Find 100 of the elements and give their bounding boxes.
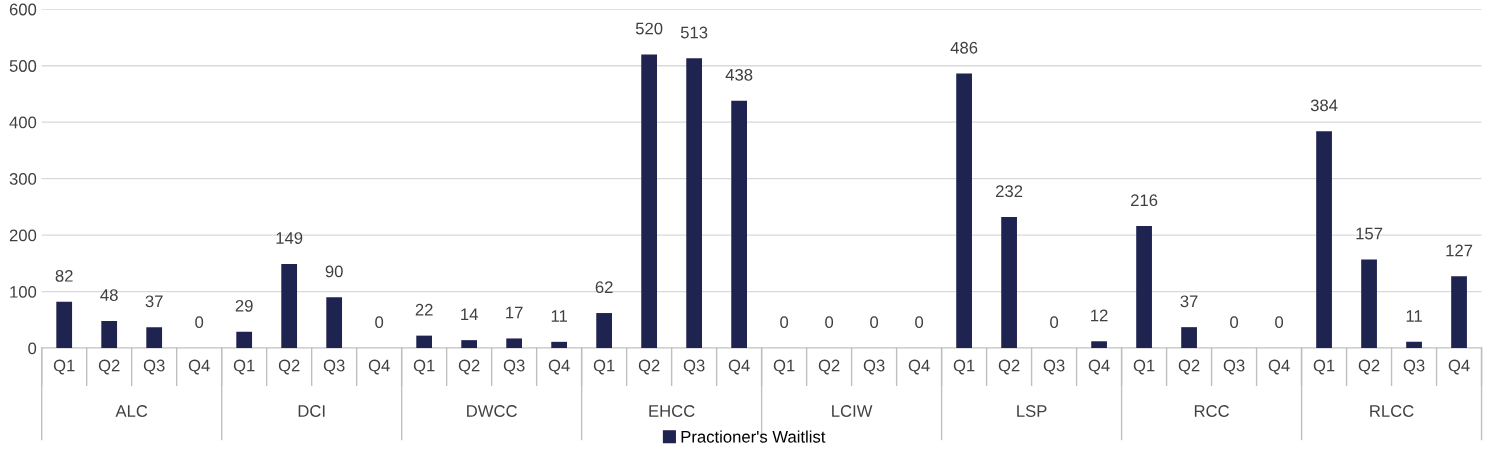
data-label: 0 bbox=[915, 316, 924, 329]
data-label: 0 bbox=[870, 316, 879, 329]
x-tick-label: Q2 bbox=[1178, 359, 1200, 375]
x-tick-label: Q1 bbox=[773, 359, 795, 375]
bar bbox=[956, 73, 972, 349]
data-label: 37 bbox=[145, 295, 163, 308]
text: EHCC bbox=[649, 405, 695, 417]
x-tick-label: Q1 bbox=[1133, 359, 1155, 375]
legend-label: Practioner's Waitlist bbox=[681, 430, 826, 443]
text: RLCC bbox=[1370, 405, 1414, 417]
x-tick-label: Q3 bbox=[1403, 359, 1425, 375]
data-label: 12 bbox=[1091, 309, 1108, 322]
y-tick-label: 400 bbox=[9, 116, 37, 129]
text: ALC bbox=[115, 405, 148, 417]
bar bbox=[326, 297, 343, 349]
x-tick-label: Q4 bbox=[1088, 359, 1110, 375]
data-label: 0 bbox=[375, 316, 384, 329]
bar bbox=[146, 327, 163, 349]
data-label: 90 bbox=[325, 265, 343, 278]
text: DWCC bbox=[467, 405, 517, 417]
y-tick-label: 600 bbox=[9, 3, 37, 16]
x-tick-label: Q4 bbox=[548, 359, 570, 375]
data-label: 232 bbox=[996, 185, 1023, 198]
data-label: 0 bbox=[825, 316, 834, 329]
x-tick-label: Q3 bbox=[1043, 359, 1065, 375]
bar bbox=[1361, 259, 1377, 349]
bar bbox=[101, 320, 118, 349]
data-label: 17 bbox=[506, 306, 523, 319]
x-tick-label: Q2 bbox=[638, 359, 660, 375]
data-label: 520 bbox=[635, 22, 663, 35]
x-tick-label: Q4 bbox=[1268, 359, 1290, 375]
x-tick-label: Q2 bbox=[818, 359, 840, 375]
y-tick-label: 500 bbox=[9, 60, 37, 72]
data-label: 384 bbox=[1310, 99, 1338, 112]
bar bbox=[1136, 226, 1152, 349]
data-label: 149 bbox=[276, 232, 303, 244]
data-label: 513 bbox=[680, 26, 708, 39]
text: RCC bbox=[1194, 405, 1229, 417]
data-label: 48 bbox=[100, 289, 118, 301]
x-tick-label: Q1 bbox=[53, 359, 75, 375]
x-tick-label: Q2 bbox=[98, 359, 120, 375]
bar bbox=[1451, 276, 1467, 349]
data-label: 0 bbox=[1050, 316, 1059, 329]
text: LSP bbox=[1017, 405, 1047, 417]
bar bbox=[1406, 341, 1422, 349]
x-tick-label: Q1 bbox=[1313, 359, 1335, 375]
x-tick-label: Q3 bbox=[503, 359, 525, 375]
data-label: 0 bbox=[780, 316, 789, 329]
x-tick-label: Q4 bbox=[188, 359, 210, 375]
data-label: 0 bbox=[1230, 316, 1239, 329]
x-tick-label: Q4 bbox=[728, 359, 750, 375]
data-label: 216 bbox=[1131, 194, 1158, 207]
x-tick-label: Q2 bbox=[278, 359, 300, 375]
x-tick-label: Q3 bbox=[1223, 359, 1245, 375]
x-tick-label: Q1 bbox=[413, 359, 435, 375]
data-label: 11 bbox=[1406, 310, 1422, 322]
bar bbox=[1181, 327, 1197, 349]
x-tick-label: Q3 bbox=[323, 359, 345, 375]
bar bbox=[506, 338, 523, 349]
data-label: 37 bbox=[1180, 295, 1198, 308]
bar bbox=[551, 341, 568, 349]
y-tick-label: 300 bbox=[9, 173, 37, 185]
x-tick-label: Q2 bbox=[458, 359, 480, 375]
data-label: 82 bbox=[55, 269, 73, 282]
x-tick-label: Q4 bbox=[368, 359, 390, 375]
x-tick-label: Q4 bbox=[1448, 359, 1470, 375]
bar bbox=[731, 100, 747, 349]
bar bbox=[56, 301, 73, 349]
data-label: 486 bbox=[950, 41, 978, 54]
y-tick-label: 100 bbox=[10, 285, 37, 298]
data-label: 14 bbox=[461, 308, 478, 321]
data-label: 127 bbox=[1446, 244, 1473, 257]
x-tick-label: Q3 bbox=[683, 359, 705, 375]
data-label: 29 bbox=[235, 299, 253, 312]
x-tick-label: Q1 bbox=[233, 359, 255, 375]
x-tick-label: Q4 bbox=[908, 359, 930, 375]
bar bbox=[416, 335, 433, 349]
data-label: 11 bbox=[551, 310, 567, 322]
bar bbox=[596, 313, 613, 349]
x-tick-label: Q3 bbox=[863, 359, 885, 375]
text: DCI bbox=[298, 405, 325, 417]
bar bbox=[1001, 217, 1017, 349]
bar bbox=[1316, 131, 1332, 349]
data-label: 0 bbox=[195, 316, 204, 329]
data-label: 0 bbox=[1275, 316, 1284, 329]
bar bbox=[686, 58, 702, 349]
x-tick-label: Q2 bbox=[1358, 359, 1380, 375]
bar bbox=[236, 331, 253, 349]
y-tick-label: 0 bbox=[28, 342, 37, 355]
x-tick-label: Q1 bbox=[593, 359, 615, 375]
y-tick-label: 200 bbox=[9, 229, 37, 242]
text: LCIW bbox=[832, 405, 873, 417]
x-tick-label: Q3 bbox=[143, 359, 165, 375]
bar bbox=[461, 340, 478, 349]
x-tick-label: Q1 bbox=[953, 359, 975, 375]
data-label: 157 bbox=[1356, 227, 1383, 240]
data-label: 438 bbox=[725, 68, 753, 81]
bar bbox=[281, 263, 298, 349]
x-tick-label: Q2 bbox=[998, 359, 1020, 375]
bar bbox=[1091, 341, 1107, 349]
